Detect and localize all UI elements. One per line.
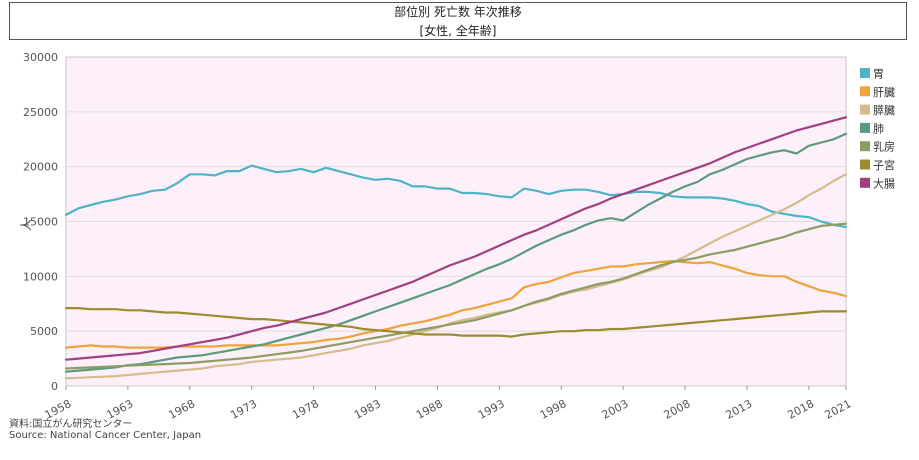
x-tick-label: 2021 — [823, 397, 854, 422]
legend-label: 肺 — [873, 122, 884, 135]
series-line-5 — [64, 307, 848, 338]
series-line-1 — [64, 259, 848, 349]
y-tick-label: 5000 — [30, 325, 58, 338]
y-axis-label: 人 — [19, 219, 33, 231]
series-line-6 — [64, 116, 848, 361]
legend-swatch — [860, 104, 870, 115]
legend-label: 膵臓 — [873, 104, 895, 117]
legend-label: 乳房 — [873, 141, 895, 154]
y-tick-label: 25000 — [23, 106, 58, 119]
series-line-2 — [64, 173, 848, 380]
x-tick-label: 2008 — [662, 397, 693, 422]
x-tick-label: 2003 — [600, 397, 631, 422]
legend-label: 肝臓 — [873, 86, 895, 99]
y-tick-label: 10000 — [23, 270, 58, 283]
chart-title: 部位別 死亡数 年次推移 — [394, 5, 522, 19]
x-tick-label: 1993 — [476, 397, 507, 422]
y-tick-label: 0 — [51, 380, 58, 393]
x-tick-label: 2018 — [785, 397, 816, 422]
series-line-4 — [64, 222, 848, 370]
x-tick-label: 1973 — [228, 397, 259, 422]
y-tick-label: 20000 — [23, 161, 58, 174]
x-tick-label: 1978 — [290, 397, 321, 422]
legend-label: 胃 — [873, 68, 884, 81]
legend-swatch — [860, 141, 870, 152]
legend-swatch — [860, 177, 870, 188]
legend-swatch — [860, 86, 870, 97]
chart-subtitle: [女性, 全年齢] — [419, 24, 497, 38]
series-line-0 — [64, 164, 848, 229]
legend-label: 子宮 — [873, 158, 895, 172]
y-tick-label: 15000 — [23, 216, 58, 229]
x-tick-label: 1988 — [414, 397, 445, 422]
x-tick-label: 1983 — [352, 397, 383, 422]
y-tick-label: 30000 — [23, 51, 58, 64]
grid-lines — [66, 111, 846, 332]
series-line-3 — [64, 132, 848, 373]
series-lines — [64, 116, 848, 380]
legend-label: 大腸 — [873, 176, 895, 190]
source-line-en: Source: National Cancer Center, Japan — [9, 430, 202, 441]
chart-title-box: 部位別 死亡数 年次推移 [女性, 全年齢] — [9, 2, 907, 40]
source-note: 資料:国立がん研究センター Source: National Cancer Ce… — [9, 419, 201, 441]
source-line-ja: 資料:国立がん研究センター — [9, 419, 133, 430]
legend-swatch — [860, 68, 870, 78]
legend-swatch — [860, 122, 870, 133]
x-tick-label: 2013 — [724, 397, 755, 422]
x-tick-label: 1998 — [538, 397, 569, 422]
legend-swatch — [860, 159, 870, 170]
